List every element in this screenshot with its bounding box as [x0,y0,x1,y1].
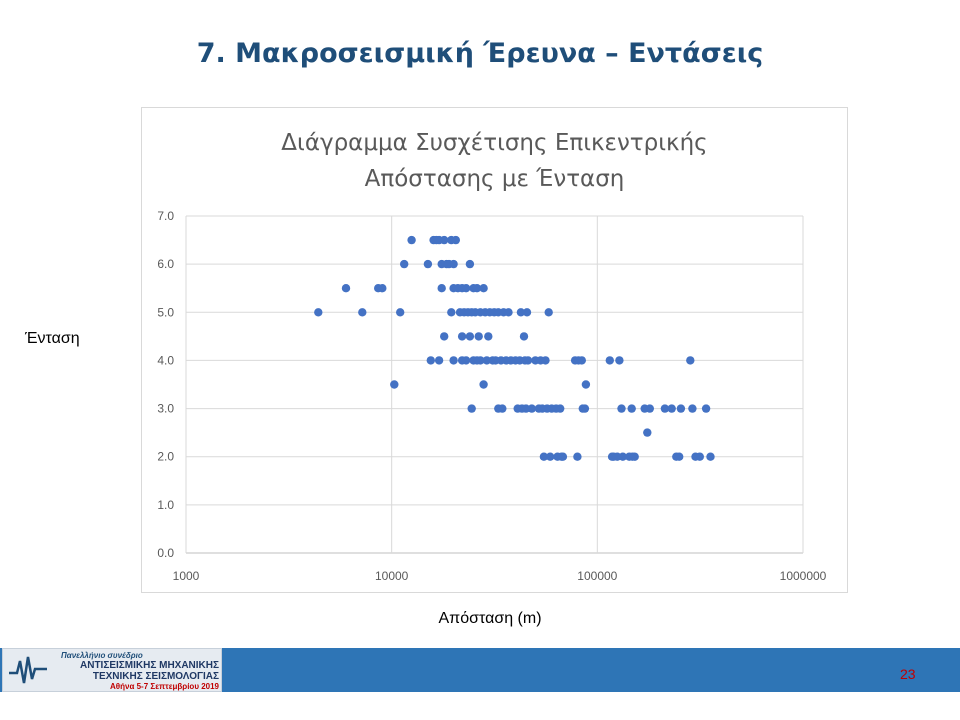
conference-logo: Πανελλήνιο συνέδριο ΑΝΤΙΣΕΙΣΜΙΚΗΣ ΜΗΧΑΝΙ… [2,648,222,692]
data-point [457,332,467,341]
data-point [556,404,565,413]
data-point [558,452,568,461]
page-number: 23 [900,666,916,682]
data-point [482,356,491,365]
chart-frame [141,107,848,593]
chart-title: Διάγραμμα Συσχέτισης Επικεντρικής Απόστα… [141,125,848,197]
data-point [461,356,471,365]
data-point [447,308,456,317]
data-point [465,259,475,269]
logo-text-line1: Πανελλήνιο συνέδριο [61,651,143,660]
data-point [577,356,586,365]
data-point [378,284,387,293]
data-point [643,428,652,437]
data-point [474,332,483,341]
data-point [573,452,582,461]
slide-title: 7. Μακροσεισμική Έρευνα – Εντάσεις [196,38,764,69]
data-point [630,452,639,461]
logo-text-line3: ΤΕΧΝΙΚΗΣ ΣΕΙΣΜΟΛΟΓΙΑΣ [92,671,219,682]
x-tick-label: 1000000 [780,569,827,583]
data-point [686,356,695,365]
data-point [688,404,697,413]
data-point [461,284,471,293]
data-point [523,356,533,365]
seismograph-logo-icon [9,656,47,684]
data-point [440,235,449,245]
x-axis-label: Απόσταση (m) [438,610,542,627]
data-point [449,356,458,365]
data-point [546,452,555,461]
chart-title-line1: Διάγραμμα Συσχέτισης Επικεντρικής [281,130,708,156]
data-point [465,332,475,341]
data-point [467,404,476,413]
data-point [449,259,458,269]
y-tick-label: 2.0 [157,450,174,464]
data-point [544,308,553,317]
chart-title-line2: Απόστασης με Ένταση [364,166,625,192]
data-point [472,284,482,293]
data-point [539,452,549,461]
data-point [479,380,488,389]
data-point [706,452,715,461]
data-point [437,284,446,293]
data-point [498,404,507,413]
y-tick-label: 1.0 [157,498,174,512]
data-point [314,308,323,317]
logo-text-line2: ΑΝΤΙΣΕΙΣΜΙΚΗΣ ΜΗΧΑΝΙΚΗΣ [80,660,219,671]
data-point [627,404,636,413]
data-point [451,235,460,245]
data-point [645,404,654,413]
y-tick-label: 7.0 [157,209,174,223]
x-tick-label: 1000 [173,569,200,583]
x-tick-label: 10000 [375,569,409,583]
y-tick-label: 6.0 [157,257,174,271]
data-point [541,356,550,365]
y-tick-label: 5.0 [157,305,174,319]
data-point [605,356,614,365]
data-point [527,404,536,413]
data-point [667,404,676,413]
y-tick-label: 0.0 [157,546,174,560]
data-point [516,308,526,317]
data-point [521,404,531,413]
y-tick-label: 4.0 [157,353,174,367]
data-point [396,308,405,317]
data-point [358,308,367,317]
data-point [581,380,591,389]
data-point [484,332,493,341]
data-point [407,235,416,245]
data-point [676,404,686,413]
y-axis-label: Ένταση [25,330,80,347]
data-point [695,452,704,461]
data-point [615,356,624,365]
data-point [504,308,513,317]
data-point [440,332,449,341]
data-point [390,380,399,389]
data-point [617,404,626,413]
data-point [476,356,485,365]
data-point [479,284,488,293]
data-point [660,404,670,413]
x-tick-label: 100000 [577,569,617,583]
data-point [675,452,684,461]
y-tick-label: 3.0 [157,402,174,416]
data-point [701,404,711,413]
data-point [341,284,351,293]
data-point [519,332,529,341]
logo-text-line4: Αθήνα 5-7 Σεπτεμβρίου 2019 [110,682,219,691]
data-point [426,356,435,365]
data-point [434,356,444,365]
data-point [400,259,409,269]
data-point [618,452,627,461]
data-point [423,259,433,269]
data-point [522,308,532,317]
data-point [580,404,590,413]
